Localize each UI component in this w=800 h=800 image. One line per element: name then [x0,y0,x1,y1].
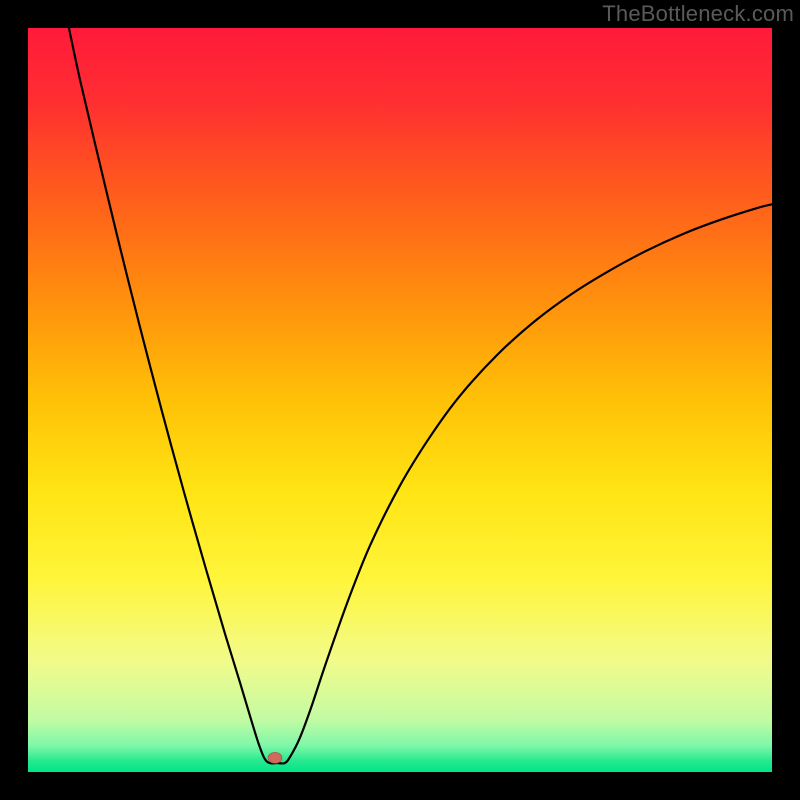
watermark-text: TheBottleneck.com [602,1,794,27]
bottleneck-chart [0,0,800,800]
chart-container: TheBottleneck.com [0,0,800,800]
optimal-point-marker [268,752,282,763]
plot-background [28,28,772,772]
